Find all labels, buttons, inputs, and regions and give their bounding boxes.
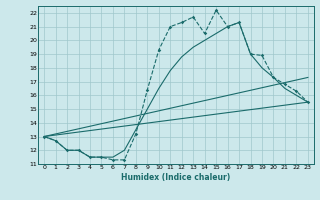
X-axis label: Humidex (Indice chaleur): Humidex (Indice chaleur) bbox=[121, 173, 231, 182]
